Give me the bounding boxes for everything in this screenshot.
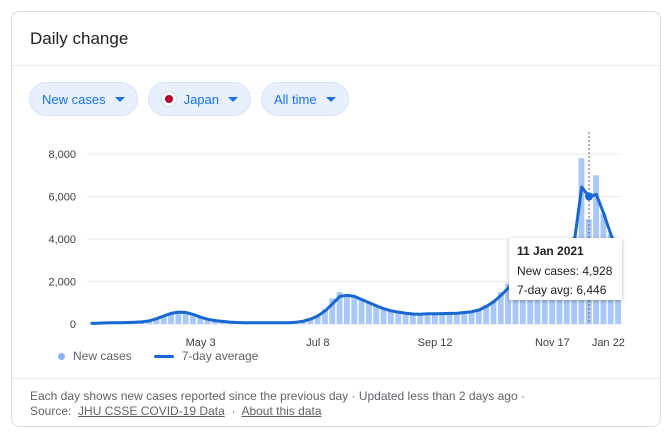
metric-label: New cases (42, 91, 106, 107)
new-cases-bar (380, 309, 387, 324)
new-cases-bar (351, 296, 358, 324)
y-tick-label: 8,000 (48, 149, 76, 161)
country-label: Japan (183, 91, 219, 107)
about-data-link[interactable]: About this data (241, 404, 322, 418)
new-cases-bar (475, 309, 482, 324)
new-cases-bar (322, 309, 328, 324)
new-cases-bar (358, 299, 365, 324)
footer-separator: · (231, 404, 236, 418)
range-label: All time (274, 91, 317, 107)
new-cases-bar (483, 304, 490, 324)
y-tick-label: 0 (70, 319, 76, 331)
chart-legend: New cases 7-day average (58, 349, 258, 363)
x-tick-label: Jul 8 (306, 337, 329, 349)
new-cases-bar (336, 292, 343, 324)
new-cases-bar (417, 314, 424, 324)
new-cases-bar (505, 283, 512, 324)
chart-tooltip: 11 Jan 2021 New cases: 4,928 7-day avg: … (509, 238, 622, 300)
source-link[interactable]: JHU CSSE COVID-19 Data (78, 404, 225, 418)
chart-area[interactable]: 0 2,000 4,000 6,000 8,000 May 3 Jul 8 Sep 12 Nov… (12, 132, 661, 372)
new-cases-bar (197, 317, 204, 324)
tooltip-date: 11 Jan 2021 (517, 244, 584, 258)
cases-chart[interactable]: 0 2,000 4,000 6,000 8,000 May 3 Jul 8 Sep 12 Nov… (12, 132, 661, 372)
new-cases-bar (409, 314, 416, 324)
new-cases-bar (212, 320, 218, 324)
hover-point (585, 192, 594, 201)
source-prefix: Source: (30, 404, 72, 418)
new-cases-bar (365, 302, 372, 324)
new-cases-bar (512, 279, 519, 324)
x-tick-label: Jan 22 (592, 337, 625, 349)
chevron-down-icon (114, 96, 125, 102)
country-dropdown[interactable]: Japan (147, 82, 251, 116)
japan-flag-icon (160, 91, 177, 107)
y-tick-label: 4,000 (48, 234, 76, 246)
legend-line-swatch (153, 354, 174, 358)
tooltip-average: 7-day avg: 6,446 (517, 283, 607, 297)
new-cases-bar (461, 312, 468, 324)
new-cases-bar (424, 313, 431, 324)
legend-bar-swatch (58, 352, 65, 360)
new-cases-bar (175, 310, 182, 324)
new-cases-bar (182, 311, 189, 324)
new-cases-bar (446, 312, 453, 324)
new-cases-bar (387, 311, 394, 324)
new-cases-bar (219, 321, 226, 324)
x-tick-label: Nov 17 (535, 337, 570, 349)
footer-source: Source: JHU CSSE COVID-19 Data · About t… (30, 404, 644, 419)
new-cases-bar (307, 318, 314, 324)
new-cases-bar (160, 315, 167, 324)
new-cases-bar (168, 312, 174, 324)
metric-dropdown[interactable]: New cases (29, 82, 138, 116)
new-cases-bar (373, 305, 380, 324)
y-tick-label: 6,000 (48, 192, 76, 204)
legend-bars-label: New cases (73, 349, 132, 363)
range-dropdown[interactable]: All time (261, 82, 349, 116)
card-title: Daily change (30, 29, 129, 48)
daily-change-card: Daily change New cases Japan All time 0 2… (11, 11, 661, 427)
x-tick-label: Sep 12 (418, 337, 453, 349)
chevron-down-icon (325, 96, 336, 102)
new-cases-bar (204, 319, 211, 324)
card-footer: Each day shows new cases reported since … (12, 378, 660, 426)
new-cases-bar (190, 314, 196, 324)
y-tick-label: 2,000 (48, 277, 76, 289)
footer-note: Each day shows new cases reported since … (30, 389, 525, 403)
x-tick-label: May 3 (186, 337, 216, 349)
new-cases-bar (344, 294, 350, 324)
chevron-down-icon (228, 96, 238, 102)
new-cases-bar (402, 313, 409, 324)
card-header: Daily change (12, 12, 660, 66)
new-cases-bar (453, 313, 460, 324)
new-cases-bar (314, 315, 321, 324)
new-cases-bar (431, 313, 438, 324)
new-cases-bar (497, 292, 504, 324)
tooltip-new-cases: New cases: 4,928 (517, 264, 613, 278)
filter-chips: New cases Japan All time (29, 82, 349, 116)
new-cases-bar (153, 318, 160, 324)
legend-line-label: 7-day average (181, 349, 259, 363)
new-cases-bar (490, 300, 497, 324)
new-cases-bar (468, 311, 475, 324)
new-cases-bar (439, 313, 446, 324)
new-cases-bar (329, 298, 336, 324)
new-cases-bar (395, 312, 402, 324)
new-cases-bar (146, 320, 152, 324)
